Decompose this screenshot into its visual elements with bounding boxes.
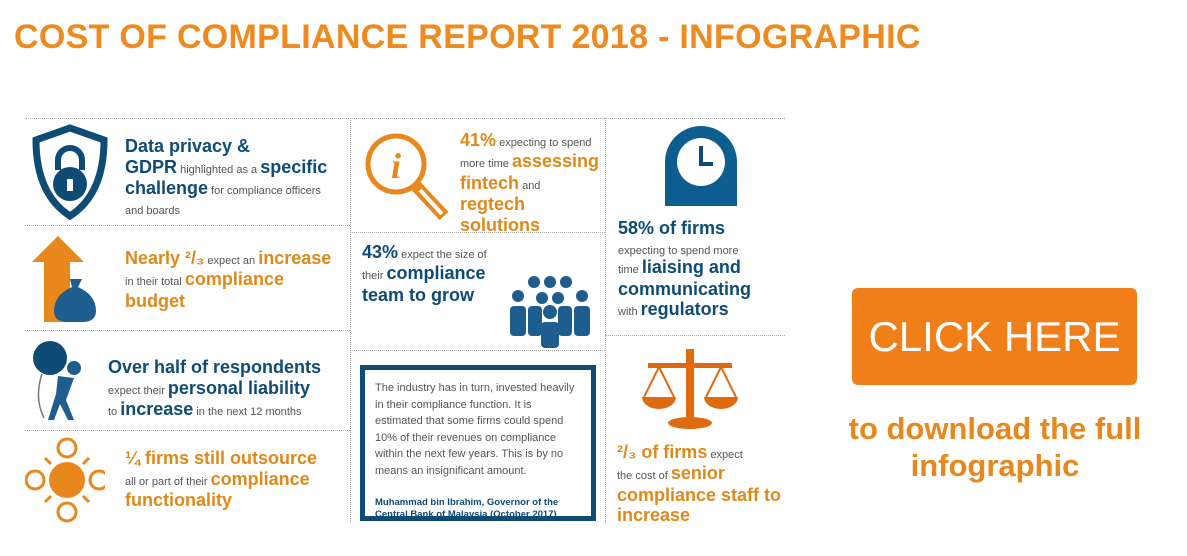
divider — [605, 118, 606, 523]
scales-icon — [642, 349, 738, 429]
divider — [25, 330, 350, 331]
divider — [25, 118, 785, 119]
senior-stat: ²/₃ of firms expect the cost of senior c… — [617, 442, 782, 526]
team-people-icon — [510, 276, 590, 348]
person-carrying-weight-icon — [33, 341, 81, 420]
svg-text:i: i — [391, 146, 401, 186]
arrow-money-bag-icon — [32, 236, 96, 322]
quote-box: The industry has in turn, invested heavi… — [360, 365, 596, 521]
liability-stat: Over half of respondents expect their pe… — [108, 357, 322, 420]
divider — [350, 350, 605, 351]
divider — [605, 335, 785, 336]
outsource-stat: ¼ firms still outsource all or part of t… — [125, 448, 318, 511]
quote-author: Muhammad bin Ibrahim, Governor of the Ce… — [375, 497, 559, 521]
divider — [25, 225, 350, 226]
divider — [25, 430, 350, 431]
page-title: COST OF COMPLIANCE REPORT 2018 - INFOGRA… — [14, 18, 921, 56]
magnifier-info-icon: i — [365, 133, 449, 221]
gdpr-stat: Data privacy & GDPR highlighted as a spe… — [125, 136, 328, 218]
divider — [350, 118, 351, 523]
download-caption[interactable]: to download the full infographic — [848, 411, 1142, 484]
divider — [350, 232, 605, 233]
fintech-stat: 41% expecting to spend more time assessi… — [460, 130, 600, 235]
clock-icon — [665, 126, 737, 206]
budget-stat: Nearly ²/₃ expect an increase in their t… — [125, 248, 332, 311]
team-stat: 43% expect the size of their compliance … — [362, 242, 487, 305]
regulators-stat: 58% of firms expecting to spend more tim… — [618, 218, 752, 320]
quote-text: The industry has in turn, invested heavi… — [375, 382, 575, 477]
click-here-button[interactable]: CLICK HERE — [852, 288, 1137, 385]
shield-lock-icon — [32, 124, 108, 220]
network-people-icon — [25, 437, 105, 523]
